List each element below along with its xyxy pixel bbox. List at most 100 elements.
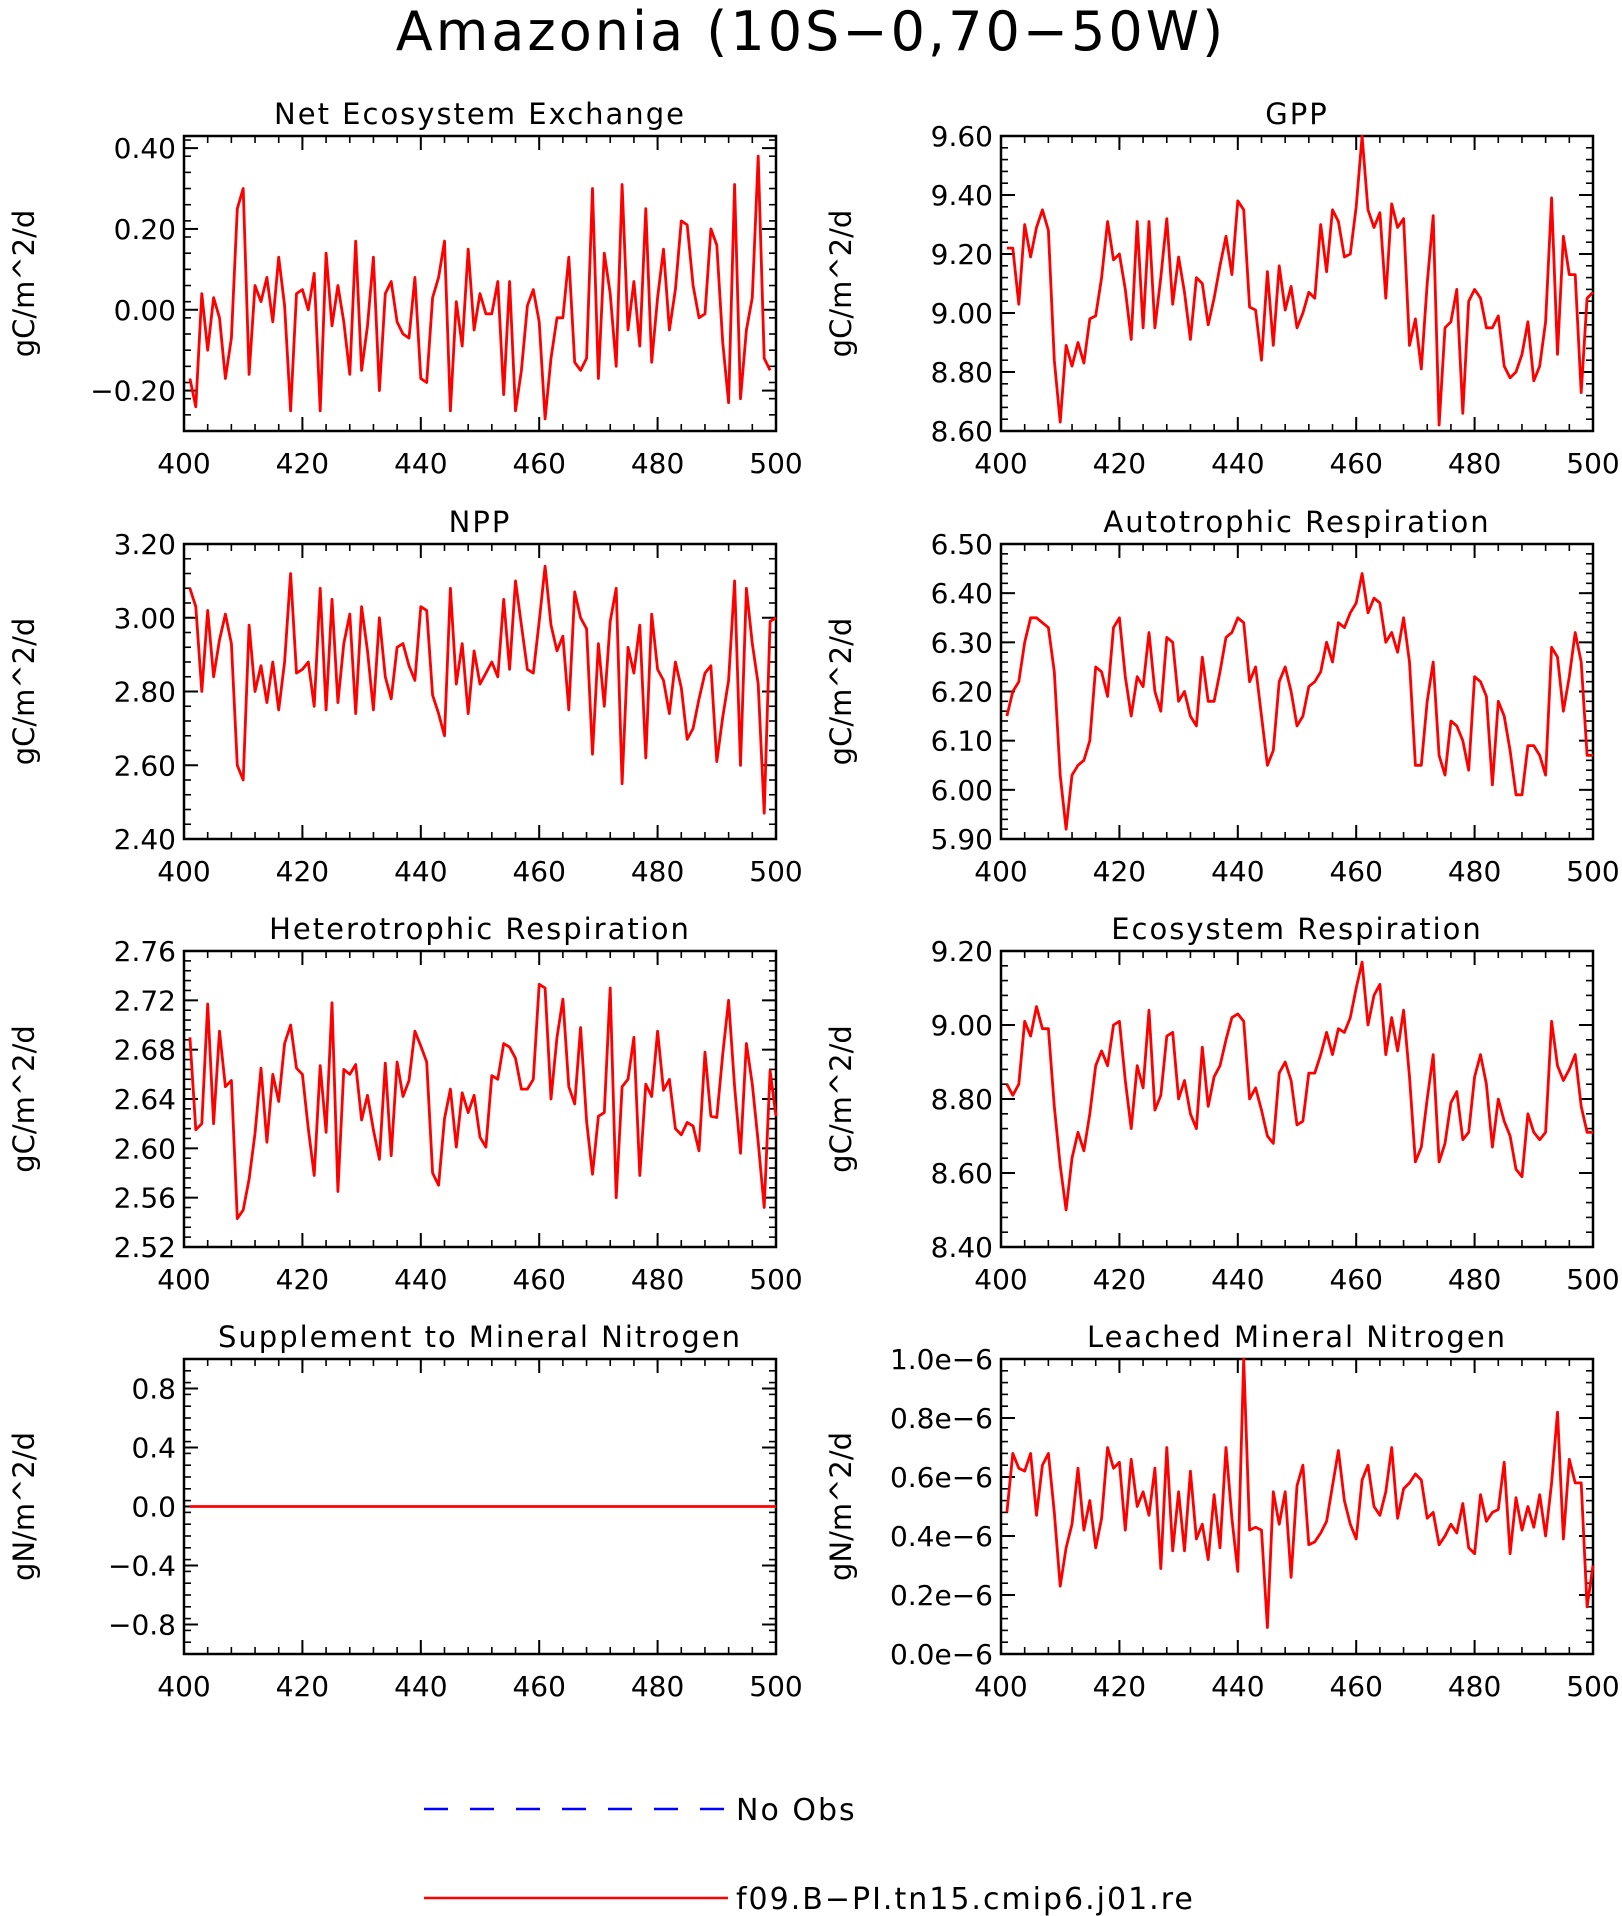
y-tick-label: 0.4e−6 <box>890 1520 993 1553</box>
panel-title: Heterotrophic Respiration <box>269 912 691 946</box>
panel-title: Supplement to Mineral Nitrogen <box>218 1320 742 1354</box>
chart-panel: 400 420 440 460 480 500 0.0e−6 0.2e−6 0.4e−6 0.6e… <box>824 1320 1620 1703</box>
y-tick-label: 2.68 <box>114 1034 176 1067</box>
y-tick-label: 6.20 <box>931 676 993 709</box>
y-tick-label: 6.30 <box>931 626 993 659</box>
y-tick-label: 0.20 <box>114 213 176 246</box>
x-tick-label: 480 <box>1448 855 1501 888</box>
x-tick-label: 440 <box>394 1263 447 1296</box>
y-tick-label: 8.60 <box>931 1157 993 1190</box>
y-tick-label: 0.0 <box>131 1491 176 1524</box>
chart-panel: 400 420 440 460 480 500 2.52 2.56 2.60 2.64 2.68 2.… <box>7 912 803 1296</box>
x-tick-label: 480 <box>1448 1263 1501 1296</box>
x-tick-label: 460 <box>512 1263 565 1296</box>
x-tick-label: 500 <box>749 447 802 480</box>
y-axis-label: gC/m^2/d <box>824 210 858 358</box>
y-tick-label: 0.2e−6 <box>890 1579 993 1612</box>
series-line <box>1005 572 1593 831</box>
y-tick-label: −0.4 <box>108 1550 176 1583</box>
y-tick-label: 9.40 <box>931 179 993 212</box>
x-tick-label: 400 <box>157 447 210 480</box>
y-tick-label: 8.60 <box>931 415 993 448</box>
x-tick-label: 440 <box>394 855 447 888</box>
y-tick-label: 2.56 <box>114 1182 176 1215</box>
y-tick-label: 0.8 <box>131 1373 176 1406</box>
x-tick-label: 440 <box>1211 1670 1264 1703</box>
panel-title: Leached Mineral Nitrogen <box>1087 1320 1507 1354</box>
y-tick-label: 5.90 <box>931 823 993 856</box>
chart-panel: 400 420 440 460 480 500 −0.8 −0.4 0.0 0.4 0.8 Suppl… <box>7 1320 803 1703</box>
y-tick-label: 0.6e−6 <box>890 1461 993 1494</box>
y-tick-label: 9.00 <box>931 297 993 330</box>
x-tick-label: 500 <box>749 855 802 888</box>
plot-frame <box>999 949 1595 1249</box>
x-tick-label: 460 <box>512 447 565 480</box>
plot-frame <box>999 134 1595 433</box>
y-tick-label: 2.52 <box>114 1231 176 1264</box>
y-tick-label: 1.0e−6 <box>890 1343 993 1376</box>
x-tick-label: 400 <box>157 1263 210 1296</box>
y-tick-label: 2.60 <box>114 749 176 782</box>
y-tick-label: 0.4 <box>131 1432 176 1465</box>
x-tick-label: 460 <box>1329 1670 1382 1703</box>
x-tick-label: 400 <box>974 1670 1027 1703</box>
y-tick-label: 2.40 <box>114 823 176 856</box>
series-line <box>1005 1357 1595 1629</box>
y-tick-label: 6.40 <box>931 577 993 610</box>
panel-title: GPP <box>1265 97 1328 131</box>
x-tick-label: 480 <box>631 855 684 888</box>
y-tick-label: −0.8 <box>108 1609 176 1642</box>
y-tick-label: 2.64 <box>114 1083 176 1116</box>
y-tick-label: −0.20 <box>90 375 176 408</box>
legend: No Obs f09.B−PI.tn15.cmip6.j01.re <box>424 1793 1193 1916</box>
x-tick-label: 460 <box>512 855 565 888</box>
chart-panels: 400 420 440 460 480 500 −0.20 0.00 0.20 0.40 Net E… <box>7 97 1620 1703</box>
y-tick-label: 6.10 <box>931 725 993 758</box>
y-tick-label: 3.00 <box>114 602 176 635</box>
x-tick-label: 400 <box>974 447 1027 480</box>
panel-title: Net Ecosystem Exchange <box>274 97 686 131</box>
x-tick-label: 420 <box>1093 447 1146 480</box>
y-tick-label: 0.00 <box>114 294 176 327</box>
y-tick-label: 0.8e−6 <box>890 1402 993 1435</box>
chart-panel: 400 420 440 460 480 500 −0.20 0.00 0.20 0.40 Net E… <box>7 97 803 480</box>
y-tick-label: 9.20 <box>931 935 993 968</box>
x-tick-label: 500 <box>749 1263 802 1296</box>
y-axis-label: gC/m^2/d <box>7 210 41 358</box>
plot-frame <box>182 134 778 433</box>
y-tick-label: 8.80 <box>931 356 993 389</box>
x-tick-label: 460 <box>1329 447 1382 480</box>
y-tick-label: 9.00 <box>931 1009 993 1042</box>
panel-title: Autotrophic Respiration <box>1103 505 1490 539</box>
x-tick-label: 420 <box>276 1263 329 1296</box>
x-tick-label: 460 <box>1329 855 1382 888</box>
y-tick-label: 8.40 <box>931 1231 993 1264</box>
chart-panel: 400 420 440 460 480 500 8.60 8.80 9.00 9.20 9.40 9.… <box>824 97 1620 480</box>
x-tick-label: 420 <box>276 1670 329 1703</box>
legend-label-no-obs: No Obs <box>736 1793 857 1828</box>
y-tick-label: 2.80 <box>114 676 176 709</box>
x-tick-label: 440 <box>394 447 447 480</box>
x-tick-label: 420 <box>276 447 329 480</box>
x-tick-label: 460 <box>1329 1263 1382 1296</box>
plot-frame <box>182 542 778 841</box>
chart-panel: 400 420 440 460 480 500 8.40 8.60 8.80 9.00 9.20 Ec… <box>824 912 1620 1296</box>
panel-title: Ecosystem Respiration <box>1111 912 1483 946</box>
y-tick-label: 2.76 <box>114 935 176 968</box>
x-tick-label: 400 <box>974 855 1027 888</box>
y-tick-label: 2.72 <box>114 984 176 1017</box>
series-line <box>1006 134 1594 427</box>
figure-title: Amazonia (10S−0,70−50W) <box>396 0 1226 63</box>
chart-panel: 400 420 440 460 480 500 5.90 6.00 6.10 6.20 6.30 6.… <box>824 505 1620 888</box>
x-tick-label: 440 <box>1211 447 1264 480</box>
y-tick-label: 2.60 <box>114 1132 176 1165</box>
y-tick-label: 6.50 <box>931 528 993 561</box>
series-line <box>188 982 778 1220</box>
series-line <box>188 154 772 421</box>
x-tick-label: 400 <box>157 1670 210 1703</box>
x-tick-label: 400 <box>157 855 210 888</box>
x-tick-label: 480 <box>631 1263 684 1296</box>
x-tick-label: 500 <box>1566 855 1619 888</box>
x-tick-label: 420 <box>1093 1263 1146 1296</box>
